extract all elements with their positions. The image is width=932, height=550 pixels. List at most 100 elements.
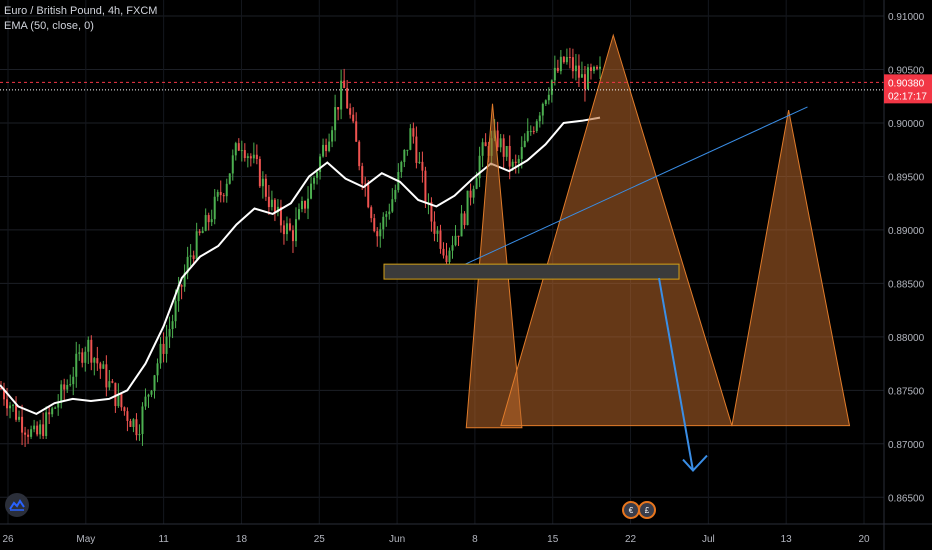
candle-body (150, 390, 153, 395)
candle-body (502, 138, 505, 157)
indicator-title[interactable]: EMA (50, close, 0) (4, 20, 94, 32)
candle-body (526, 131, 529, 141)
price-tick-label: 0.87500 (888, 386, 925, 397)
candle-body (291, 230, 294, 242)
candle-body (460, 213, 463, 237)
candle-body (520, 146, 523, 159)
candle-body (0, 388, 2, 390)
candle-body (267, 196, 270, 208)
current-price-badge (884, 74, 932, 104)
candle-body (322, 144, 325, 157)
candle-body (556, 67, 559, 72)
candle-body (421, 161, 424, 171)
candle-body (15, 404, 18, 420)
time-tick-label: 26 (2, 534, 14, 545)
candle-body (529, 130, 532, 132)
candle-body (346, 87, 349, 109)
candle-body (102, 364, 105, 369)
candle-body (565, 56, 568, 63)
ema-line (0, 116, 601, 416)
candle-body (361, 166, 364, 184)
candle-body (189, 255, 192, 257)
candle-body (216, 191, 219, 197)
chart-drawings (383, 33, 851, 473)
candle-body (454, 235, 457, 246)
candle-body (234, 143, 237, 156)
candle-body (222, 195, 225, 197)
candle-body (6, 399, 9, 409)
candle-body (48, 412, 51, 415)
pattern-triangle (731, 110, 851, 427)
candle-body (475, 178, 478, 189)
candle-body (21, 416, 24, 433)
candle-body (225, 183, 228, 197)
candle-body (159, 343, 162, 364)
time-axis: 26 May 11 18 25 Jun 8 15 22 Jul 13 20 (0, 523, 932, 545)
candle-body (334, 107, 337, 131)
candle-body (532, 130, 535, 132)
candle-body (433, 221, 436, 234)
candle-body (580, 74, 583, 78)
candle-body (72, 376, 75, 385)
candle-body (60, 384, 63, 403)
price-tick-label: 0.90000 (888, 119, 925, 130)
candle-body (343, 80, 346, 88)
trendline (462, 106, 808, 266)
candle-body (204, 215, 207, 231)
candle-body (391, 199, 394, 212)
candle-body (301, 200, 304, 210)
candle-body (51, 408, 54, 415)
economic-event-icon[interactable]: £ (638, 501, 656, 519)
candle-body (499, 138, 502, 148)
candle-body (135, 419, 138, 436)
candle-body (403, 150, 406, 162)
candle-body (147, 394, 150, 397)
candle-body (93, 358, 96, 363)
candle-body (328, 141, 331, 152)
time-tick-label: 15 (547, 534, 559, 545)
candle-body (418, 161, 421, 163)
candle-body (469, 190, 472, 198)
candle-body (349, 108, 352, 115)
candle-body (252, 154, 255, 159)
candle-body (550, 80, 553, 95)
candle-body (472, 188, 475, 198)
candle-body (436, 230, 439, 234)
candle-body (99, 363, 102, 369)
candle-body (445, 255, 448, 263)
candle-body (180, 285, 183, 287)
candle-body (27, 434, 30, 437)
candle-body (319, 156, 322, 172)
candle-body (337, 107, 340, 110)
candle-body (282, 225, 285, 235)
candle-body (310, 183, 313, 199)
candle-body (415, 136, 418, 163)
candle-body (276, 206, 279, 212)
candle-body (307, 198, 310, 209)
price-tick-label: 0.91000 (888, 12, 925, 23)
candle-body (87, 339, 90, 352)
candle-body (571, 57, 574, 72)
candle-body (261, 178, 264, 187)
candle-body (599, 66, 601, 69)
candle-body (3, 388, 6, 400)
candle-body (198, 231, 201, 233)
pattern-triangle (500, 33, 733, 427)
candle-body (81, 352, 84, 363)
candle-body (463, 213, 466, 226)
candle-body (9, 405, 12, 409)
candle-body (559, 56, 562, 72)
candle-body (258, 158, 261, 187)
candle-body (105, 364, 108, 388)
candle-body (285, 223, 288, 235)
candle-body (90, 339, 93, 363)
tradingview-logo-icon[interactable] (5, 493, 29, 517)
symbol-title[interactable]: Euro / British Pound, 4h, FXCM (4, 5, 158, 17)
candle-body (466, 190, 469, 226)
candle-body (45, 412, 48, 436)
candle-body (126, 411, 129, 421)
candle-body (156, 363, 159, 376)
candle-body (481, 142, 484, 156)
candle-body (568, 56, 571, 58)
